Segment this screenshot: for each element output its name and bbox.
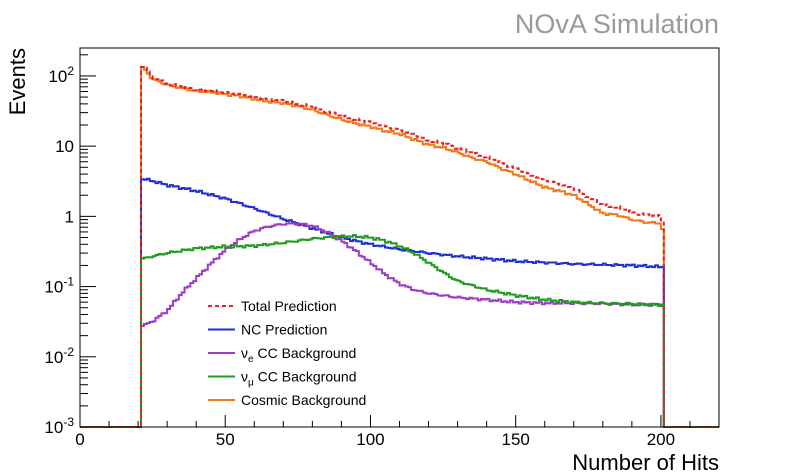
legend-label: νe CC Background — [241, 345, 356, 365]
legend-label: Cosmic Background — [241, 392, 366, 408]
plot-frame — [79, 47, 720, 428]
series-layer — [80, 65, 719, 428]
x-tick-label: 200 — [647, 430, 675, 449]
x-tick-label: 50 — [216, 430, 235, 449]
series-line-0 — [80, 65, 719, 428]
legend-label: νμ CC Background — [241, 369, 356, 389]
watermark: NOvA Simulation — [515, 9, 719, 39]
x-tick-label: 0 — [75, 430, 84, 449]
y-tick-label: 1 — [65, 207, 74, 226]
x-tick-label: 100 — [356, 430, 384, 449]
x-tick-label: 150 — [501, 430, 529, 449]
series-line-1 — [80, 177, 719, 428]
series-line-3 — [80, 234, 719, 428]
x-axis-title: Number of Hits — [572, 450, 719, 474]
axes-layer: 0 50 100 150 200 10-3 10-2 10-1 1 10 102 — [44, 47, 720, 449]
y-axis-title: Events — [5, 48, 30, 115]
legend: Total Prediction NC Prediction νe CC Backg… — [208, 298, 366, 408]
series-line-4 — [80, 66, 719, 428]
y-tick-label: 102 — [48, 64, 74, 86]
legend-label: Total Prediction — [241, 298, 337, 314]
y-tick-label: 10 — [55, 137, 74, 156]
y-tick-label: 10-3 — [44, 415, 74, 437]
y-tick-label: 10-2 — [44, 345, 74, 367]
series-line-2 — [80, 222, 719, 428]
legend-label: NC Prediction — [241, 322, 327, 338]
y-tick-label: 10-1 — [44, 275, 74, 297]
